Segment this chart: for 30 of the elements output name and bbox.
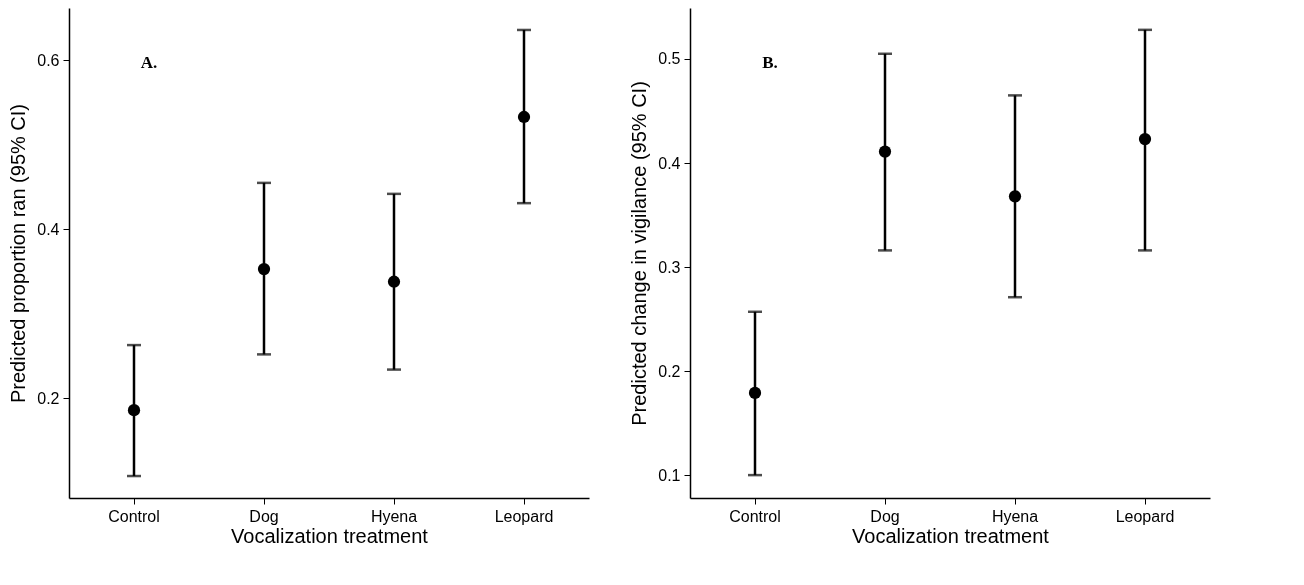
y-axis-title: Predicted proportion ran (95% CI) bbox=[7, 103, 30, 404]
x-axis-title: Vocalization treatment bbox=[231, 524, 429, 547]
x-tick-label: Leopard bbox=[494, 507, 554, 525]
x-tick-label: Control bbox=[729, 507, 781, 525]
annotation: A. bbox=[140, 53, 158, 72]
x-axis-title: Vocalization treatment bbox=[852, 524, 1050, 547]
point bbox=[1138, 132, 1152, 146]
y-tick-label: 0.1 bbox=[658, 466, 681, 484]
x-tick-label: Dog bbox=[249, 507, 279, 525]
point bbox=[387, 275, 401, 288]
y-axis-title: Predicted change in vigilance (95% CI) bbox=[628, 81, 651, 426]
y-tick-label: 0.4 bbox=[37, 220, 60, 238]
point bbox=[748, 386, 762, 400]
y-tick-label: 0.5 bbox=[658, 50, 681, 68]
point bbox=[127, 404, 141, 417]
y-tick-label: 0.6 bbox=[37, 51, 60, 69]
point bbox=[257, 262, 271, 276]
x-tick-label: Hyena bbox=[370, 507, 418, 525]
x-tick-label: Control bbox=[108, 507, 160, 525]
point bbox=[1008, 190, 1022, 203]
annotation: B. bbox=[762, 53, 778, 72]
y-tick-label: 0.2 bbox=[658, 362, 681, 380]
x-tick-label: Hyena bbox=[991, 507, 1039, 525]
point bbox=[878, 145, 892, 158]
y-tick-label: 0.3 bbox=[658, 258, 681, 276]
x-tick-label: Dog bbox=[870, 507, 900, 525]
y-tick-label: 0.4 bbox=[658, 154, 681, 172]
x-tick-label: Leopard bbox=[1115, 507, 1175, 525]
point bbox=[517, 110, 531, 124]
y-tick-label: 0.2 bbox=[37, 389, 60, 407]
